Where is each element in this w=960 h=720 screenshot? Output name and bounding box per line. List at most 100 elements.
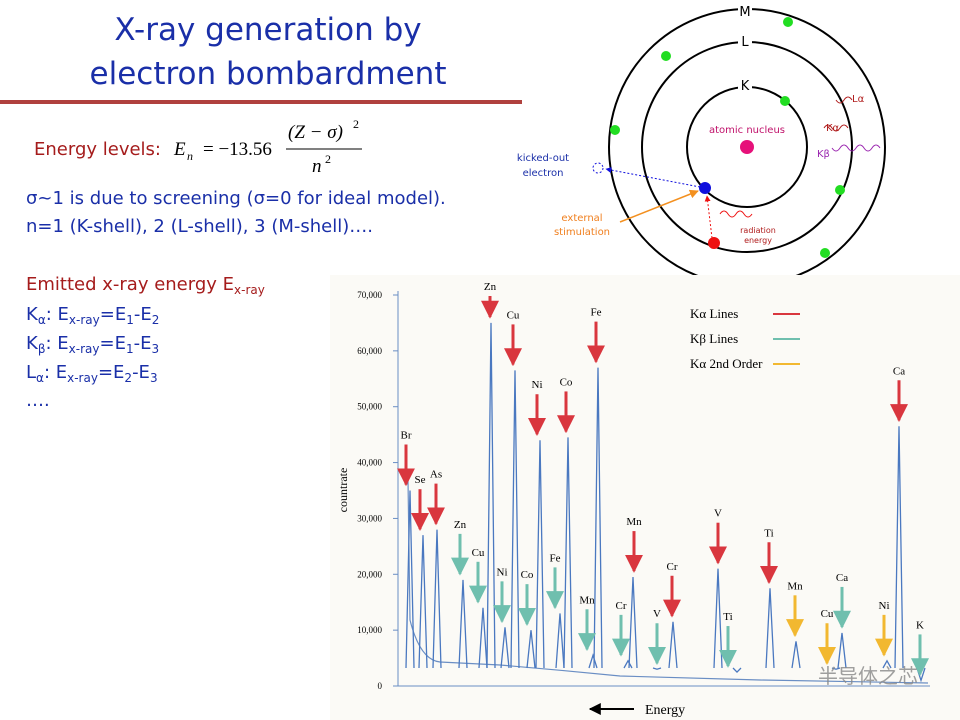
kicked-label: kicked-out (517, 153, 569, 164)
peak (652, 667, 662, 670)
emitted-heading: Emitted x-ray energy Ex-ray (26, 274, 265, 297)
radiation-label: radiation (740, 226, 776, 235)
subscript: 1 (126, 342, 134, 356)
electron (699, 182, 711, 194)
radiation-wave (719, 210, 753, 218)
stimulation-arrow (619, 189, 699, 223)
stimulation-label: stimulation (554, 227, 610, 238)
y-tick-label: 70,000 (357, 290, 382, 300)
peak (526, 630, 536, 669)
subscript: 2 (124, 371, 132, 385)
formula-lhs: E (173, 139, 186, 160)
formula-sub: n (187, 149, 193, 163)
peak (535, 440, 545, 669)
subscript: x-ray (69, 313, 100, 327)
formula: E n = −13.56 (Z − σ) 2 n 2 (173, 117, 362, 177)
formula-sup: 2 (325, 152, 331, 166)
peak-label: Mn (579, 594, 595, 606)
electron (661, 51, 671, 61)
peak (623, 659, 633, 669)
shell-label: M (739, 5, 750, 20)
y-tick-label: 50,000 (357, 402, 382, 412)
peak (510, 370, 520, 669)
transition-label: Kα (826, 123, 840, 134)
subscript: 1 (126, 313, 134, 327)
shell-label: K (741, 79, 750, 94)
peak-label: Br (401, 430, 412, 442)
peak (418, 535, 428, 669)
peak (882, 659, 892, 669)
electron (820, 248, 830, 258)
note: n=1 (K-shell), 2 (L-shell), 3 (M-shell)…… (26, 216, 373, 237)
peak (628, 577, 638, 669)
legend-label: Kα Lines (690, 306, 738, 321)
formula-sup: 2 (353, 117, 359, 131)
peak-label: Mn (626, 516, 642, 528)
transition-formula: Kα: Ex-ray=E1-E2 (26, 304, 159, 327)
peak-label: Mn (787, 580, 803, 592)
title-line: electron bombardment (90, 56, 447, 92)
peak (432, 529, 442, 669)
subscript: x-ray (234, 283, 265, 297)
peak (500, 627, 510, 669)
transition-label: Lα (852, 94, 865, 105)
peak-label: V (653, 608, 661, 620)
text: : E (44, 362, 67, 383)
stimulation-label: external (561, 213, 602, 224)
peak (732, 667, 742, 673)
kb-wave (831, 144, 881, 152)
subscript: β (38, 342, 46, 356)
nucleus (740, 140, 754, 154)
formula-num: (Z − σ) (288, 122, 343, 143)
peak-label: K (916, 619, 924, 631)
peak-label: Zn (484, 281, 497, 293)
peak (791, 641, 801, 669)
y-tick-label: 20,000 (357, 569, 382, 579)
continuum (407, 479, 929, 684)
watermark: 半导体之芯 (818, 664, 918, 688)
ejected-electron (592, 162, 604, 174)
subscript: 3 (150, 371, 158, 385)
electron (708, 237, 720, 249)
note: σ~1 is due to screening (σ=0 for ideal m… (26, 188, 446, 209)
peak-label: Cu (507, 309, 520, 321)
subscript: x-ray (67, 371, 98, 385)
spectrum-chart: 0 10,000 20,000 30,000 40,000 50,000 60,000 70,… (330, 275, 960, 720)
peak-label: Ni (879, 600, 890, 612)
ejection-arrow (605, 167, 701, 188)
text: K (26, 333, 39, 354)
transition-arrow (704, 195, 713, 239)
peak-label: Ti (723, 611, 732, 623)
peak-label: Fe (550, 552, 561, 564)
electron (610, 125, 620, 135)
transition-label: Kβ (817, 149, 830, 160)
text: -E (134, 304, 152, 325)
x-axis-label: Energy (645, 703, 685, 718)
peak (555, 613, 565, 669)
peak (668, 621, 678, 669)
transition-formula: Lα: Ex-ray=E2-E3 (26, 362, 158, 385)
y-tick-label: 10,000 (357, 625, 382, 635)
y-tick-label: 60,000 (357, 346, 382, 356)
peak-label: Co (521, 569, 534, 581)
peak (713, 568, 723, 669)
nucleus-label: atomic nucleus (709, 125, 785, 136)
peak (831, 667, 841, 670)
legend-label: Kβ Lines (690, 331, 738, 346)
la-wave (835, 96, 853, 104)
formula-eq: = −13.56 (203, 139, 272, 160)
title-rule (0, 100, 522, 104)
text: : E (45, 333, 68, 354)
peak-label: As (430, 469, 442, 481)
text: -E (134, 333, 152, 354)
y-axis-label: countrate (336, 468, 350, 513)
peak-label: V (714, 508, 722, 520)
peak-label: Ni (497, 566, 508, 578)
text: =E (98, 362, 124, 383)
y-tick-label: 0 (378, 681, 383, 691)
text: Emitted x-ray energy E (26, 274, 234, 295)
peak-label: Zn (454, 519, 467, 531)
title-line: X-ray generation by (114, 12, 421, 48)
